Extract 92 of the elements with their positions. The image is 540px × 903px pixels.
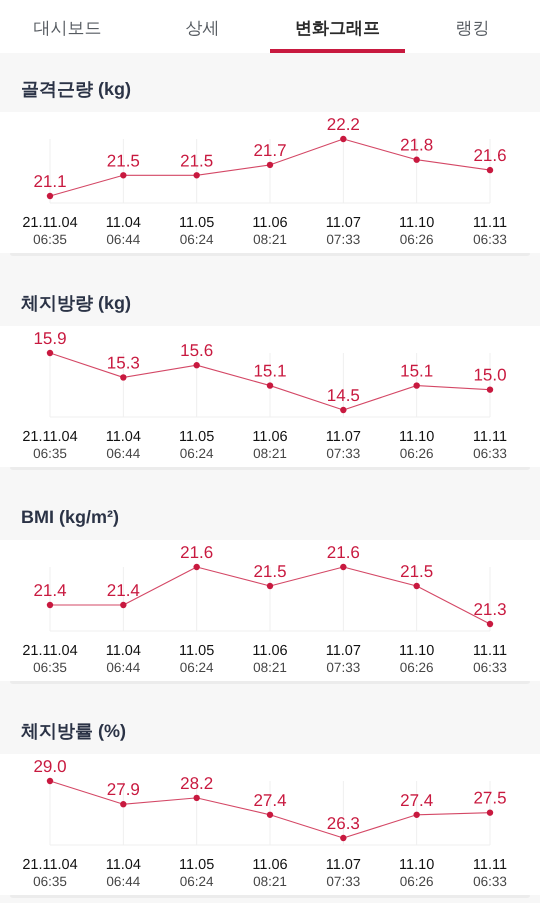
- x-tick-label: 11.07 07:33: [326, 643, 361, 675]
- point: [340, 406, 347, 414]
- data-label: 21.8: [400, 136, 434, 155]
- point: [266, 382, 274, 389]
- point: [266, 812, 274, 818]
- data-label: 21.6: [473, 146, 507, 166]
- data-label: 14.5: [326, 386, 360, 405]
- x-tick-label: 11.06 08:21: [252, 429, 288, 461]
- data-label: 15.0: [473, 366, 507, 385]
- data-label: 21.5: [253, 562, 287, 581]
- data-label: 15.3: [106, 353, 140, 372]
- point: [120, 374, 127, 381]
- x-tick-label: 11.06 08:21: [252, 643, 288, 675]
- x-tick-label: 11.05 06:24: [179, 643, 214, 675]
- data-label: 27.4: [400, 790, 434, 810]
- data-label: 21.6: [326, 543, 360, 562]
- data-label: 21.7: [253, 140, 287, 160]
- chart-title: 체지방률 (%): [21, 720, 126, 741]
- x-tick-label: 11.11 06:33: [472, 857, 508, 889]
- x-tick-label: 11.10 06:26: [399, 429, 434, 461]
- x-tick-label: 21.11.04 06:35: [22, 429, 78, 461]
- point: [120, 801, 127, 808]
- text: 변화그래프: [295, 18, 380, 38]
- data-label: 27.4: [253, 790, 287, 810]
- text: 랭킹: [456, 18, 490, 38]
- x-tick-label: 11.05 06:24: [179, 429, 214, 461]
- point: [413, 812, 420, 818]
- point: [486, 620, 494, 628]
- data-label: 21.6: [180, 543, 214, 562]
- x-tick-label: 11.07 07:33: [326, 857, 361, 889]
- point: [46, 778, 54, 784]
- point: [193, 564, 200, 570]
- point: [193, 362, 200, 368]
- x-tick-label: 11.05 06:24: [179, 857, 214, 889]
- x-tick-label: 21.11.04 06:35: [22, 643, 78, 675]
- point: [266, 582, 274, 590]
- data-label: 15.1: [400, 362, 434, 381]
- data-label: 15.6: [180, 341, 214, 360]
- point: [413, 582, 420, 590]
- data-label: 21.1: [33, 172, 67, 191]
- point: [340, 564, 347, 570]
- x-tick-label: 21.11.04 06:35: [22, 857, 78, 889]
- x-tick-label: 11.10 06:26: [399, 857, 434, 889]
- data-label: 21.4: [106, 581, 140, 600]
- x-tick-label: 11.11 06:33: [472, 429, 508, 461]
- data-label: 21.5: [180, 151, 214, 170]
- x-tick-label: 11.05 06:24: [179, 215, 214, 247]
- data-label: 22.2: [326, 115, 360, 134]
- point: [340, 136, 347, 142]
- x-tick-label: 11.10 06:26: [399, 215, 434, 247]
- x-tick-label: 11.06 08:21: [252, 857, 288, 889]
- data-label: 29.0: [33, 757, 67, 776]
- point: [46, 350, 54, 356]
- data-label: 21.3: [473, 600, 507, 619]
- chart-title: 체지방량 (kg): [21, 292, 131, 313]
- point: [486, 166, 494, 174]
- point: [413, 382, 420, 389]
- point: [486, 386, 494, 393]
- point: [413, 156, 420, 163]
- x-tick-label: 11.11 06:33: [472, 215, 508, 247]
- data-label: 21.5: [400, 562, 434, 581]
- x-tick-label: 11.11 06:33: [472, 643, 508, 675]
- point: [46, 192, 54, 200]
- x-tick-label: 11.10 06:26: [399, 643, 434, 675]
- point: [266, 162, 274, 168]
- point: [340, 834, 347, 842]
- data-label: 27.5: [473, 788, 507, 808]
- x-tick-label: 21.11.04 06:35: [22, 215, 78, 247]
- chart-title: BMI (kg/m²): [21, 506, 119, 527]
- point: [486, 809, 494, 816]
- text: 상세: [186, 18, 220, 38]
- x-tick-label: 11.04 06:44: [106, 643, 141, 675]
- data-label: 21.5: [106, 151, 140, 170]
- data-label: 28.2: [180, 774, 214, 793]
- x-tick-label: 11.06 08:21: [252, 215, 288, 247]
- point: [193, 172, 200, 178]
- data-label: 15.1: [253, 362, 287, 381]
- point: [46, 602, 54, 608]
- point: [120, 602, 127, 608]
- point: [120, 172, 127, 178]
- x-tick-label: 11.04 06:44: [106, 215, 141, 247]
- data-label: 15.9: [33, 329, 67, 348]
- data-label: 21.4: [33, 581, 67, 600]
- x-tick-label: 11.04 06:44: [106, 857, 141, 889]
- x-tick-label: 11.04 06:44: [106, 429, 141, 461]
- data-label: 27.9: [106, 780, 140, 800]
- x-tick-label: 11.07 07:33: [326, 429, 361, 461]
- x-tick-label: 11.07 07:33: [326, 215, 361, 247]
- text: 대시보드: [34, 18, 102, 38]
- point: [193, 794, 200, 802]
- chart-title: 골격근량 (kg): [21, 78, 131, 99]
- data-label: 26.3: [326, 814, 360, 833]
